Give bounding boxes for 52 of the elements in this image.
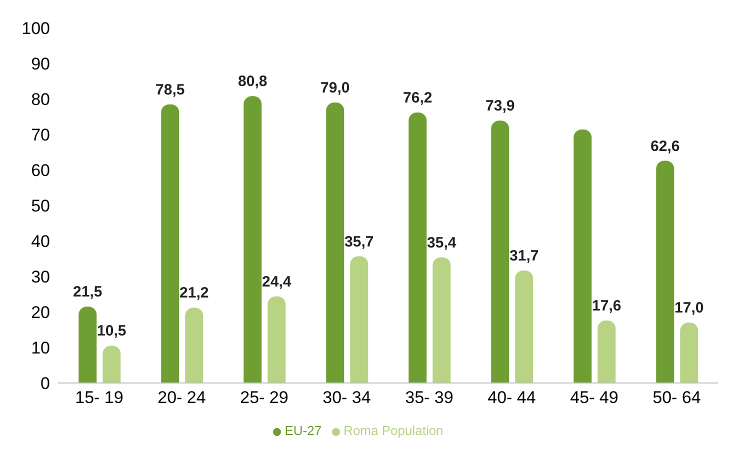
- bar: [574, 130, 592, 383]
- x-tick-label: 30- 34: [322, 388, 371, 408]
- bar: [656, 160, 674, 383]
- data-label: 17,0: [674, 300, 704, 317]
- bar: [598, 320, 616, 383]
- bar: [491, 120, 510, 383]
- x-tick-label: 25- 29: [240, 388, 288, 408]
- data-label: 78,5: [156, 81, 185, 98]
- data-label: 35,4: [427, 234, 457, 252]
- data-label: 35,7: [344, 233, 374, 250]
- data-label: 76,2: [403, 89, 432, 106]
- y-tick-label: 50: [31, 196, 50, 216]
- bar: [268, 296, 286, 383]
- y-tick-label: 30: [31, 268, 50, 287]
- x-tick-label: 40- 44: [488, 388, 536, 408]
- legend-label: Roma Population: [344, 423, 444, 438]
- bar: [161, 104, 180, 383]
- y-tick-label: 70: [31, 126, 50, 145]
- y-tick-label: 40: [31, 232, 50, 252]
- bar: [102, 346, 121, 383]
- bar: [326, 102, 344, 383]
- x-tick-label: 50- 64: [652, 388, 701, 408]
- data-label: 10,5: [97, 322, 126, 340]
- y-tick-label: 90: [31, 54, 50, 74]
- data-label: 21,2: [180, 284, 209, 302]
- data-label: 73,9: [486, 98, 515, 115]
- bar: [78, 306, 97, 383]
- x-tick-label: 45- 49: [570, 388, 618, 408]
- legend-label: EU-27: [284, 423, 322, 438]
- y-tick-label: 20: [31, 303, 50, 322]
- y-tick-label: 100: [22, 19, 50, 38]
- y-tick-label: 10: [31, 338, 50, 358]
- bar: [515, 270, 534, 383]
- bar: [432, 257, 451, 383]
- bar: [244, 96, 262, 383]
- data-label: 62,6: [650, 138, 680, 155]
- x-tick-label: 20- 24: [158, 388, 206, 408]
- bar: [350, 256, 368, 383]
- data-label: 31,7: [510, 247, 539, 264]
- data-label: 21,5: [73, 284, 102, 301]
- y-tick-label: 60: [31, 161, 50, 180]
- bar: [680, 322, 698, 383]
- y-tick-label: 0: [40, 374, 50, 394]
- x-tick-label: 15- 19: [75, 388, 124, 408]
- data-label: 24,4: [262, 273, 292, 290]
- data-label: 79,0: [320, 80, 350, 97]
- y-tick-label: 80: [31, 90, 50, 110]
- bar: [408, 112, 427, 383]
- x-tick-label: 35- 39: [405, 388, 454, 408]
- bar: [185, 308, 204, 383]
- data-label: 17,6: [592, 298, 622, 315]
- data-label: 80,8: [238, 73, 268, 90]
